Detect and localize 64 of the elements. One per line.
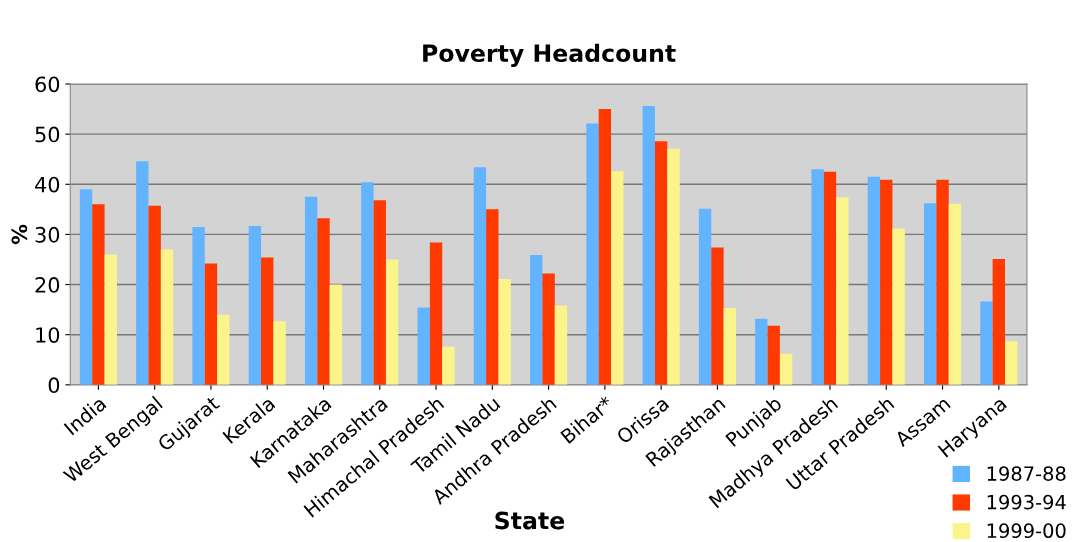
bar [273, 321, 286, 385]
y-tick-label: 20 [35, 277, 60, 293]
bar [823, 171, 837, 385]
bar [598, 109, 612, 385]
bar [936, 179, 949, 385]
bar [711, 247, 724, 385]
bar [811, 169, 824, 385]
bar [160, 249, 174, 385]
bar [317, 218, 330, 385]
bar [836, 197, 849, 385]
y-axis-title: % [11, 224, 28, 245]
bar [329, 284, 343, 385]
y-tick-label: 50 [35, 126, 60, 143]
bar [385, 259, 399, 385]
bar [767, 325, 780, 385]
bar [723, 308, 737, 385]
y-tick-label: 60 [35, 76, 60, 93]
bar [92, 204, 105, 385]
bar [486, 209, 499, 385]
bar [923, 203, 937, 385]
bar [104, 254, 117, 385]
bar [148, 205, 161, 385]
bar [755, 318, 768, 385]
bar [304, 196, 318, 385]
bar [373, 200, 386, 385]
bar [992, 258, 1005, 385]
y-tick-label: 0 [48, 377, 60, 394]
x-axis-title: State [495, 511, 565, 530]
bar [642, 106, 655, 385]
bar [136, 161, 149, 385]
legend-label: 1987-88 [987, 466, 1066, 481]
bar [1005, 341, 1018, 385]
bar [892, 228, 905, 385]
bar [542, 273, 555, 385]
bar [880, 179, 893, 385]
bar [698, 208, 712, 385]
bar [361, 182, 374, 385]
bar [779, 353, 793, 385]
bar [586, 123, 599, 385]
legend-label: 1993-94 [987, 494, 1066, 510]
bar [611, 171, 624, 385]
y-tick-label: 10 [36, 327, 60, 343]
bar [530, 254, 543, 385]
bar [473, 167, 487, 385]
bar [980, 301, 993, 385]
bar [192, 226, 205, 385]
bar [217, 314, 230, 385]
bar [498, 279, 511, 385]
bar [79, 189, 93, 385]
bar [554, 305, 568, 385]
bar [261, 257, 274, 385]
bar [204, 263, 218, 385]
bar [442, 346, 455, 385]
bar [417, 307, 430, 385]
legend-label: 1999-00 [987, 523, 1066, 539]
bar [667, 148, 680, 385]
bar [248, 225, 262, 385]
y-tick-label: 30 [35, 226, 60, 243]
y-tick-label: 40 [35, 176, 60, 193]
chart-title: Poverty Headcount [423, 43, 676, 67]
bar [867, 176, 881, 385]
bar [948, 203, 962, 385]
bar [429, 242, 443, 385]
bar [654, 141, 668, 385]
